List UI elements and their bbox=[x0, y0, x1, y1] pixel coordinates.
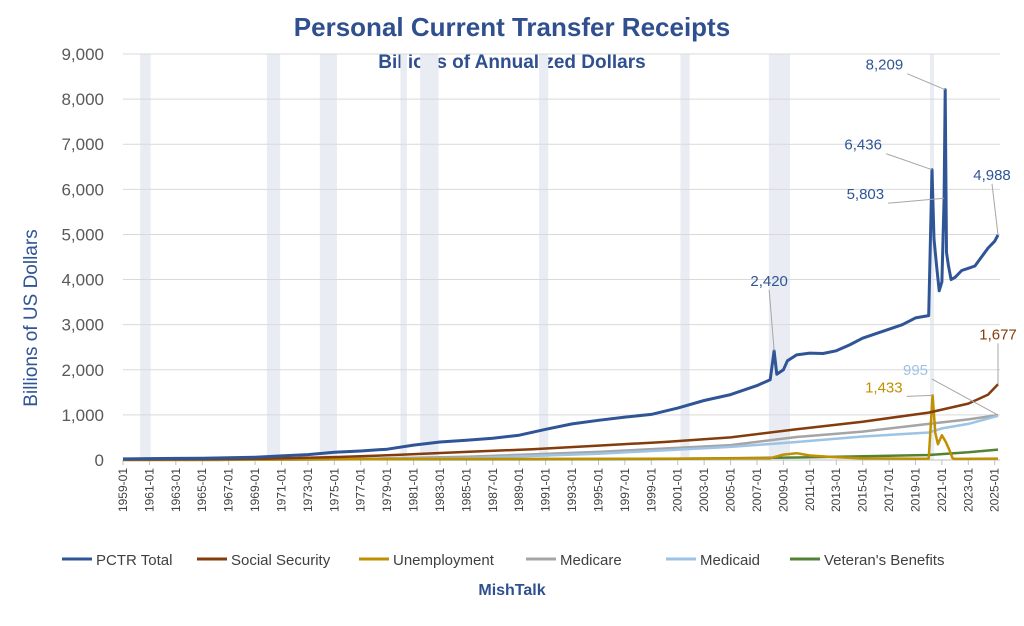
source-label: MishTalk bbox=[478, 582, 545, 599]
x-tick-label: 2001-01 bbox=[671, 468, 685, 512]
x-tick-label: 1967-01 bbox=[222, 468, 236, 512]
series-line bbox=[122, 88, 1000, 461]
x-tick-label: 1983-01 bbox=[433, 468, 447, 512]
data-label: 8,209 bbox=[866, 57, 904, 74]
recession-band bbox=[319, 54, 337, 460]
x-tick-label: 1975-01 bbox=[327, 468, 341, 512]
x-tick-label: 2007-01 bbox=[750, 468, 764, 512]
x-tick-label: 1991-01 bbox=[539, 468, 553, 512]
x-axis-ticks: 1959-01 1961-01 1963-01 1965-01 1967-01 1969-… bbox=[116, 460, 1002, 512]
x-tick-label: 1987-01 bbox=[486, 468, 500, 512]
x-tick-label: 2023-01 bbox=[961, 468, 975, 512]
data-label: 1,433 bbox=[865, 379, 903, 396]
y-tick-label: 8,000 bbox=[61, 90, 104, 109]
x-tick-label: 1989-01 bbox=[512, 468, 526, 512]
y-tick-label: 6,000 bbox=[61, 180, 104, 199]
x-tick-label: 2003-01 bbox=[697, 468, 711, 512]
x-tick-label: 2011-01 bbox=[803, 468, 817, 511]
x-tick-label: 1959-01 bbox=[116, 468, 130, 512]
legend-label: PCTR Total bbox=[96, 552, 172, 569]
legend-label: Medicare bbox=[560, 552, 622, 569]
x-tick-label: 1979-01 bbox=[380, 468, 394, 512]
y-tick-label: 5,000 bbox=[61, 225, 104, 244]
y-tick-label: 3,000 bbox=[61, 316, 104, 335]
legend-label: Unemployment bbox=[393, 552, 495, 569]
recession-band bbox=[929, 54, 934, 460]
recession-band bbox=[266, 54, 281, 460]
x-tick-label: 2009-01 bbox=[776, 468, 790, 512]
data-label: 5,803 bbox=[847, 186, 885, 203]
x-tick-label: 1999-01 bbox=[644, 468, 658, 512]
y-tick-label: 9,000 bbox=[61, 45, 104, 64]
series-line bbox=[122, 383, 999, 461]
legend-label: Social Security bbox=[231, 552, 331, 569]
recession-bands bbox=[140, 54, 934, 460]
x-tick-label: 1971-01 bbox=[274, 468, 288, 512]
x-tick-label: 1965-01 bbox=[195, 468, 209, 512]
x-tick-label: 1985-01 bbox=[459, 468, 473, 512]
series-line bbox=[122, 394, 999, 462]
recession-band bbox=[400, 54, 407, 460]
x-tick-label: 2025-01 bbox=[988, 468, 1002, 512]
x-tick-label: 1961-01 bbox=[142, 468, 156, 512]
x-tick-label: 1969-01 bbox=[248, 468, 262, 512]
x-tick-label: 1981-01 bbox=[407, 468, 421, 512]
x-tick-label: 1963-01 bbox=[169, 468, 183, 512]
y-tick-label: 0 bbox=[95, 451, 104, 470]
y-tick-label: 1,000 bbox=[61, 406, 104, 425]
y-axis-label: Billions of US Dollars bbox=[21, 229, 42, 406]
recession-band bbox=[539, 54, 549, 460]
annotation-leader bbox=[906, 73, 946, 91]
data-label: 4,988 bbox=[973, 167, 1011, 184]
y-axis-ticks: 0 1,000 2,000 3,000 4,000 5,000 6,000 7,000 8,00… bbox=[61, 45, 104, 470]
x-tick-label: 1993-01 bbox=[565, 468, 579, 512]
data-label: 995 bbox=[903, 362, 928, 379]
x-tick-label: 1977-01 bbox=[354, 468, 368, 512]
series-lines bbox=[122, 88, 1000, 462]
annotation-leader bbox=[906, 394, 933, 397]
x-tick-label: 2017-01 bbox=[882, 468, 896, 512]
chart-title: Personal Current Transfer Receipts bbox=[294, 12, 730, 42]
legend: PCTR Total Social Security Unemployment Med… bbox=[62, 552, 944, 569]
annotation-leader bbox=[888, 197, 945, 204]
annotation-leader bbox=[768, 289, 775, 351]
x-tick-label: 2021-01 bbox=[935, 468, 949, 512]
annotation-leader bbox=[885, 153, 933, 171]
recession-band bbox=[140, 54, 151, 460]
gridlines bbox=[123, 53, 1000, 416]
legend-label: Medicaid bbox=[700, 552, 760, 569]
x-tick-label: 2019-01 bbox=[908, 468, 922, 512]
annotation-leader bbox=[991, 183, 999, 236]
legend-label: Veteran's Benefits bbox=[824, 552, 944, 569]
recession-band bbox=[680, 54, 690, 460]
chart-subtitle: Billions of Annualized Dollars bbox=[378, 52, 645, 73]
recession-band bbox=[768, 54, 790, 460]
x-tick-label: 1997-01 bbox=[618, 468, 632, 512]
x-tick-label: 2013-01 bbox=[829, 468, 843, 512]
data-label: 1,677 bbox=[979, 326, 1017, 343]
x-tick-label: 1995-01 bbox=[591, 468, 605, 512]
x-tick-label: 1973-01 bbox=[301, 468, 315, 512]
data-label: 2,420 bbox=[750, 273, 788, 290]
data-label: 6,436 bbox=[844, 137, 882, 154]
y-tick-label: 2,000 bbox=[61, 361, 104, 380]
x-tick-label: 2015-01 bbox=[856, 468, 870, 512]
recession-band bbox=[420, 54, 439, 460]
y-tick-label: 4,000 bbox=[61, 271, 104, 290]
y-tick-label: 7,000 bbox=[61, 135, 104, 154]
x-tick-label: 2005-01 bbox=[724, 468, 738, 512]
annotation-leader bbox=[931, 378, 999, 416]
